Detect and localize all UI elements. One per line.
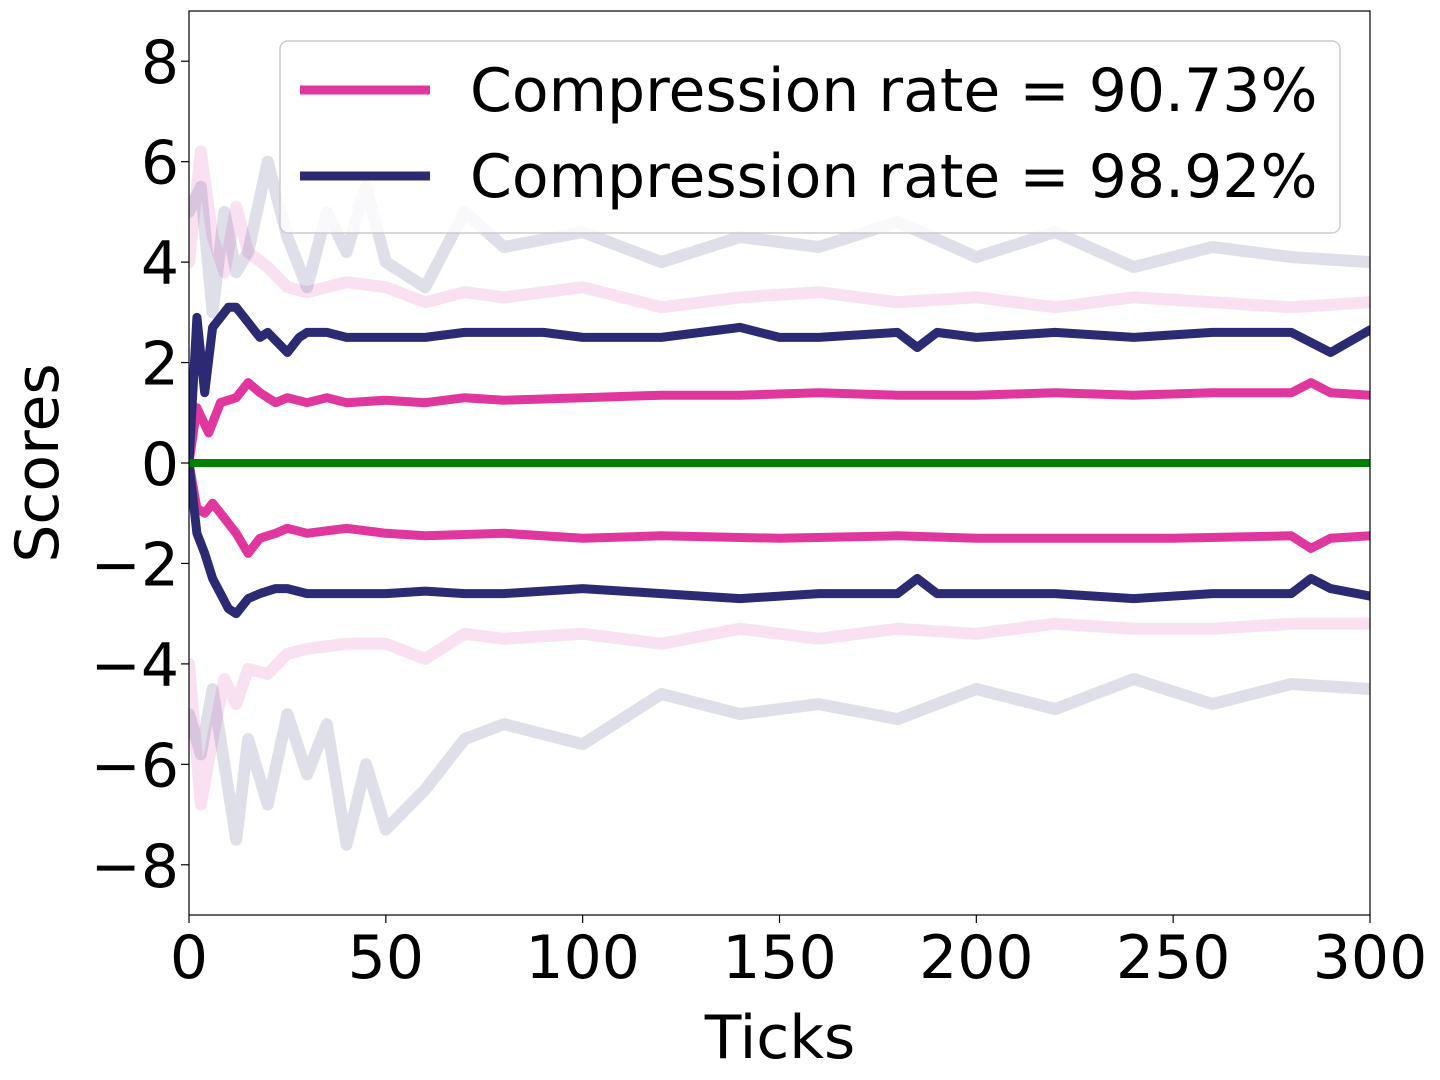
series-line-1-lower xyxy=(189,458,1370,558)
series-line-6-upper-faint xyxy=(189,155,1370,319)
x-tick-label: 250 xyxy=(1116,923,1231,993)
legend-label: Compression rate = 98.92% xyxy=(470,142,1317,212)
x-tick-label: 150 xyxy=(722,923,837,993)
x-tick-label: 50 xyxy=(348,923,424,993)
main-series-layer xyxy=(189,302,1370,619)
series-line-3-lower xyxy=(189,458,1370,619)
y-tick-label: 0 xyxy=(141,430,179,500)
x-tick-label: 100 xyxy=(525,923,640,993)
y-tick-label: −2 xyxy=(91,530,179,600)
x-axis: 0 50 100 150 200 250 300 xyxy=(170,915,1427,993)
x-axis-label: Ticks xyxy=(704,1003,855,1073)
x-tick-label: 0 xyxy=(170,923,208,993)
x-tick-label: 300 xyxy=(1313,923,1428,993)
series-line-4-upper-faint xyxy=(189,145,1370,314)
y-tick-label: −8 xyxy=(91,832,179,902)
y-tick-label: −6 xyxy=(91,731,179,801)
legend: Compression rate = 90.73% Compression rat… xyxy=(279,40,1341,234)
legend-label: Compression rate = 90.73% xyxy=(470,56,1317,126)
series-line-0-upper xyxy=(189,378,1370,468)
series-line-7-lower-faint xyxy=(189,673,1370,851)
y-tick-label: 4 xyxy=(141,229,179,299)
y-axis-label: Scores xyxy=(3,363,73,562)
series-line-5-lower-faint xyxy=(189,617,1370,811)
y-axis: −8 −6 −4 −2 0 2 4 6 8 xyxy=(91,28,189,902)
y-tick-label: 8 xyxy=(141,28,179,98)
faint-series-layer xyxy=(189,145,1370,851)
y-tick-label: 6 xyxy=(141,129,179,199)
x-tick-label: 200 xyxy=(919,923,1034,993)
y-tick-label: −4 xyxy=(91,631,179,701)
series-line-2-upper xyxy=(189,302,1370,468)
legend-box xyxy=(279,40,1341,234)
y-tick-label: 2 xyxy=(141,330,179,400)
